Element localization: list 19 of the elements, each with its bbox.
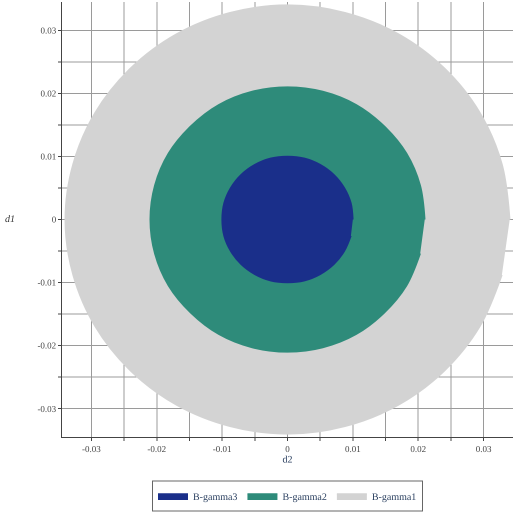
- y-axis-title: d1: [5, 214, 15, 225]
- x-tick-label: 0: [285, 444, 290, 454]
- x-axis-title: d2: [282, 454, 292, 466]
- y-tick-label: 0.02: [40, 88, 56, 99]
- y-tick-label: 0.03: [40, 26, 57, 36]
- y-tick-label: -0.02: [37, 340, 56, 351]
- legend-label: B-gamma2: [282, 492, 327, 503]
- x-tick-label: -0.03: [82, 444, 102, 454]
- legend-label: B-gamma3: [193, 492, 238, 503]
- y-tick-label: 0.01: [40, 152, 56, 162]
- y-tick-label: -0.01: [37, 278, 56, 288]
- x-tick-label: 0.03: [476, 444, 492, 454]
- x-tick-label: 0.01: [344, 444, 361, 454]
- legend-label: B-gamma1: [372, 492, 416, 503]
- y-tick-label: 0: [52, 214, 57, 225]
- y-tick-label: -0.03: [37, 404, 57, 414]
- x-tick-label: 0.02: [410, 444, 426, 454]
- x-tick-label: -0.01: [212, 444, 232, 454]
- x-tick-label: -0.02: [147, 444, 166, 454]
